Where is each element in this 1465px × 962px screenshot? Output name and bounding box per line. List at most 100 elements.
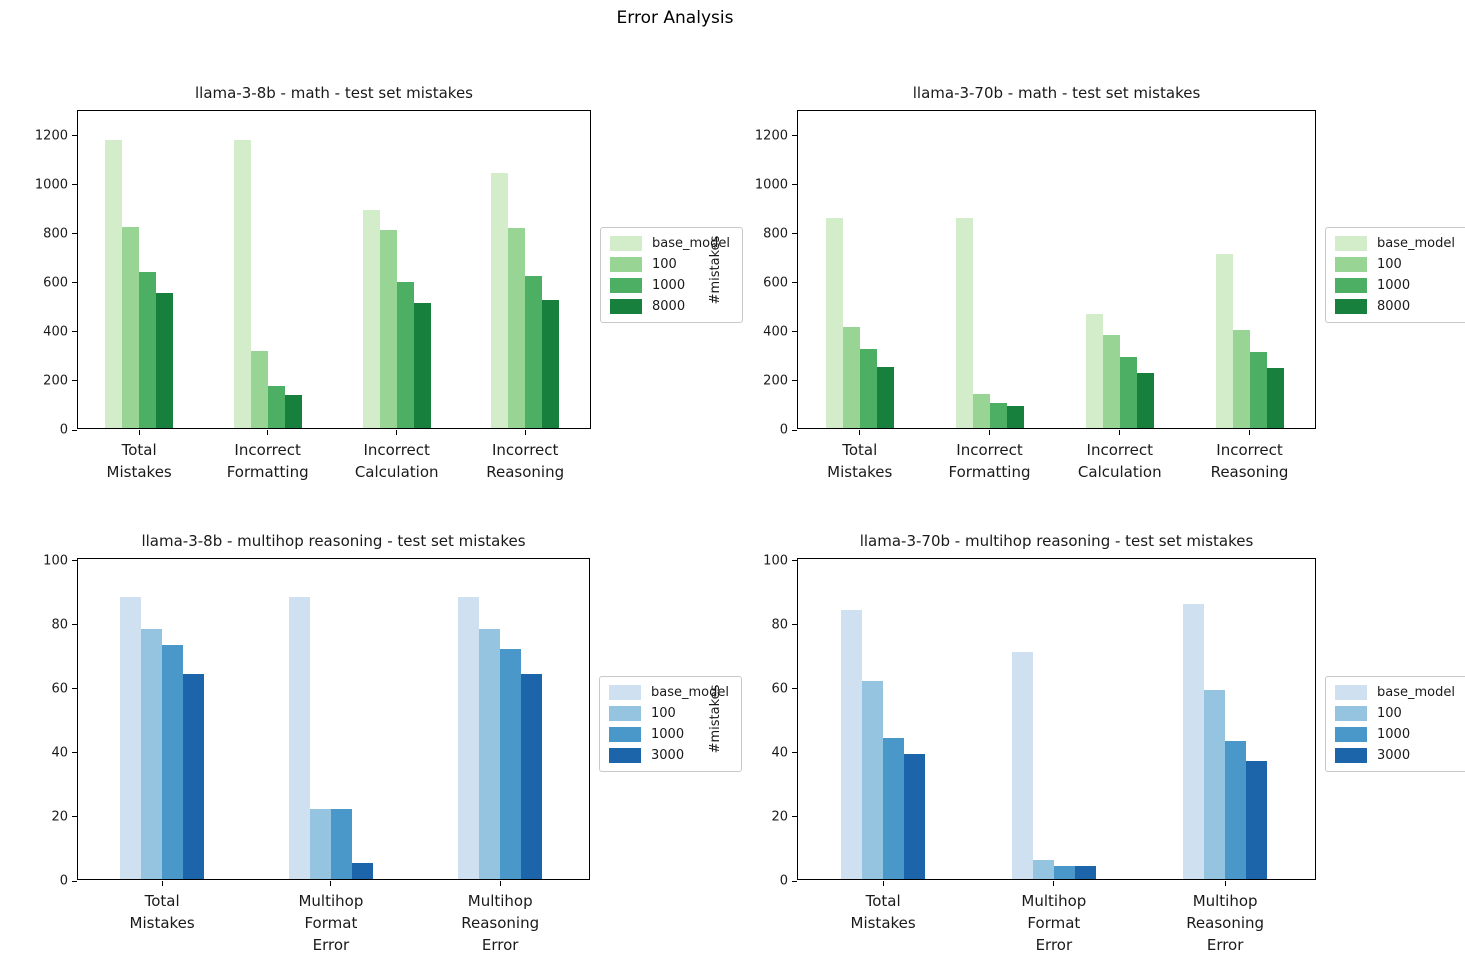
x-tick-label-line: Incorrect: [1086, 441, 1153, 459]
y-tick-label: 600: [43, 275, 68, 291]
legend-swatch-100: [1335, 256, 1367, 272]
bar-base_model-incorrect-calculation: [362, 210, 380, 428]
subplot-title: llama-3-70b - math - test set mistakes: [912, 84, 1201, 102]
bar-cluster-incorrect-formatting: [955, 218, 1024, 428]
legend-label-3000: 3000: [651, 748, 685, 763]
x-tick-mark: [1053, 881, 1055, 886]
y-tick-label: 60: [771, 681, 788, 697]
legend-swatch-3000: [1335, 748, 1367, 763]
bar-cluster-multihop-reasoning-error: [458, 597, 543, 879]
bar-cluster-multihop-format-error: [288, 597, 373, 879]
x-tick-label: Incorrect Reasoning: [1211, 440, 1289, 484]
bar-cluster-incorrect-formatting: [233, 140, 302, 428]
bar-1000-multihop-reasoning-error: [500, 649, 522, 879]
bar-1000-incorrect-reasoning: [525, 276, 543, 428]
y-tick-label: 400: [43, 324, 68, 340]
x-tick-mark: [524, 430, 526, 435]
legend-swatch-1000: [1335, 277, 1367, 293]
legend-swatch-8000: [610, 298, 642, 314]
x-tick-label-line: Multihop: [1192, 892, 1258, 910]
bar-1000-incorrect-formatting: [267, 386, 285, 428]
bar-100-total-mistakes: [842, 327, 860, 428]
y-axis-label: #mistakes: [708, 684, 724, 754]
y-tick-mark: [792, 233, 797, 235]
bar-3000-total-mistakes: [183, 674, 205, 879]
x-tick-label-line: Error: [1206, 935, 1244, 954]
y-tick-label: 40: [51, 745, 68, 761]
x-tick-label-line: Mistakes: [850, 913, 916, 932]
y-tick-mark: [792, 880, 797, 882]
bar-base_model-multihop-format-error: [288, 597, 310, 879]
legend-label-base_model: base_model: [1377, 235, 1455, 251]
legend-label-1000: 1000: [652, 277, 686, 293]
y-tick-mark: [72, 135, 77, 137]
bar-100-multihop-reasoning-error: [1204, 690, 1226, 879]
legend-label-1000: 1000: [651, 727, 685, 742]
y-tick-mark: [792, 560, 797, 562]
legend-item-1000: 1000: [609, 727, 729, 742]
x-tick-label-line: Error: [312, 935, 350, 954]
bar-100-multihop-format-error: [1032, 860, 1054, 879]
legend-label-100: 100: [1377, 256, 1402, 272]
bar-1000-total-mistakes: [139, 272, 157, 428]
legend-item-3000: 3000: [1335, 748, 1455, 763]
x-tick-label: Incorrect Reasoning: [486, 440, 564, 484]
y-tick-mark: [72, 752, 77, 754]
y-tick-mark: [792, 688, 797, 690]
legend-swatch-base_model: [610, 235, 642, 251]
bar-3000-total-mistakes: [904, 754, 926, 879]
x-tick-label-line: Error: [481, 935, 519, 954]
x-tick-label: Total Mistakes: [130, 891, 195, 935]
y-tick-label: 1000: [34, 177, 68, 193]
legend-swatch-3000: [609, 748, 641, 763]
x-tick-mark: [499, 881, 501, 886]
legend: base_model 100 1000 8000: [600, 226, 743, 323]
x-tick-mark: [859, 430, 861, 435]
y-tick-mark: [792, 282, 797, 284]
bar-cluster-incorrect-calculation: [362, 210, 431, 428]
bar-base_model-multihop-format-error: [1011, 652, 1033, 879]
legend-swatch-base_model: [609, 685, 641, 700]
y-tick-mark: [72, 331, 77, 333]
bar-base_model-incorrect-formatting: [233, 140, 251, 428]
x-tick-label: Incorrect Formatting: [227, 440, 309, 484]
x-tick-label-line: Reasoning: [461, 913, 540, 932]
bar-3000-multihop-reasoning-error: [521, 674, 543, 879]
bar-base_model-multihop-reasoning-error: [1183, 604, 1205, 879]
x-tick-label: Multihop Reasoning Error: [461, 891, 539, 956]
bar-cluster-total-mistakes: [841, 610, 926, 879]
x-tick-label-line: Error: [1035, 935, 1073, 954]
legend-swatch-100: [609, 706, 641, 721]
bar-100-incorrect-reasoning: [508, 228, 526, 428]
bar-100-total-mistakes: [122, 227, 140, 428]
y-tick-label: 400: [763, 324, 788, 340]
y-tick-mark: [72, 688, 77, 690]
legend-swatch-100: [1335, 706, 1367, 721]
x-tick-label-line: Total: [842, 441, 878, 459]
y-tick-label: 200: [763, 373, 788, 389]
x-tick-label-line: Mistakes: [106, 462, 172, 481]
legend-label-100: 100: [651, 706, 676, 721]
bar-base_model-total-mistakes: [105, 140, 123, 428]
x-tick-label-line: Multihop: [467, 892, 533, 910]
y-axis-label: #mistakes: [0, 235, 4, 304]
legend-label-100: 100: [1377, 706, 1402, 721]
y-tick-label: 600: [763, 275, 788, 291]
x-tick-mark: [330, 881, 332, 886]
bar-cluster-total-mistakes: [825, 218, 894, 428]
bar-100-total-mistakes: [141, 629, 163, 879]
bar-100-incorrect-calculation: [379, 230, 397, 428]
y-axis-label: #mistakes: [0, 684, 4, 754]
bar-1000-total-mistakes: [859, 349, 877, 428]
x-tick-label-line: Multihop: [1021, 892, 1087, 910]
y-tick-label: 1000: [754, 177, 788, 193]
y-tick-mark: [72, 816, 77, 818]
y-tick-mark: [792, 429, 797, 431]
bar-base_model-total-mistakes: [841, 610, 863, 879]
bar-base_model-incorrect-reasoning: [491, 173, 509, 428]
y-tick-label: 80: [771, 617, 788, 633]
bar-1000-multihop-reasoning-error: [1225, 741, 1247, 879]
x-tick-label: Total Mistakes: [851, 891, 916, 935]
y-tick-label: 0: [59, 873, 68, 889]
legend-label-8000: 8000: [1377, 298, 1411, 314]
